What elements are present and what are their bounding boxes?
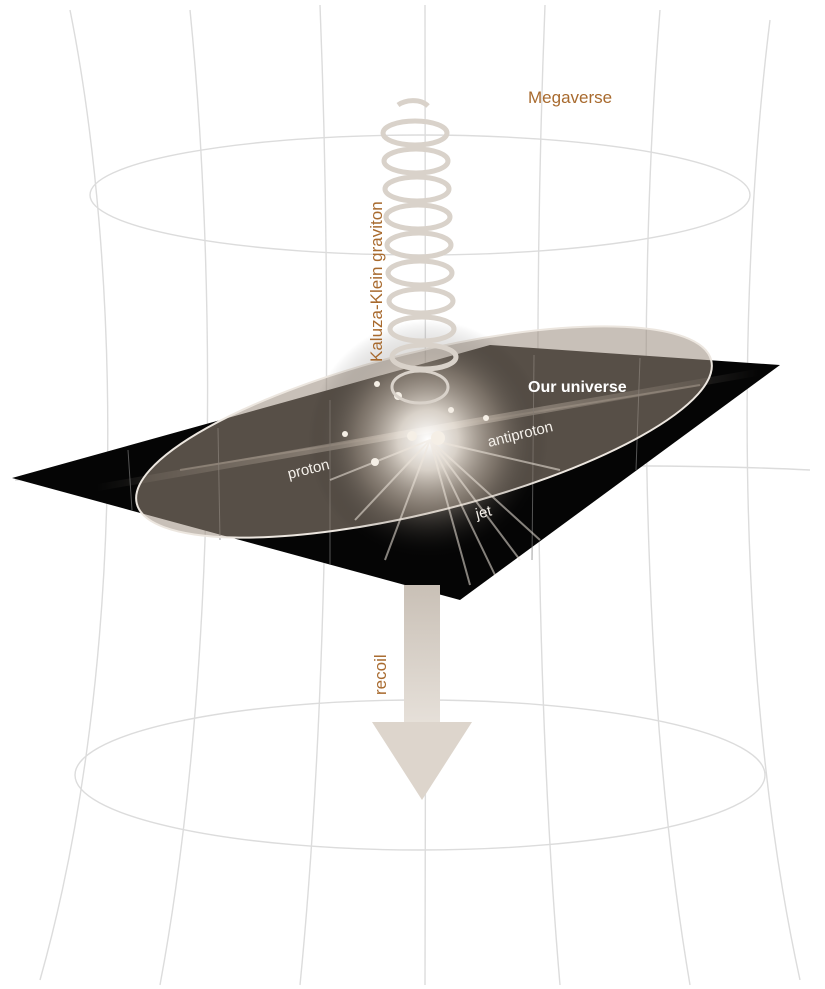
our-universe-label: Our universe: [528, 379, 627, 396]
jet-label: jet: [473, 502, 494, 523]
recoil-arrow: [372, 585, 472, 800]
jet-rays: [329, 439, 561, 586]
graviton-label: Kaluza-Klein graviton: [367, 201, 386, 362]
particle-dots: [342, 381, 489, 466]
graviton-helix: [380, 98, 459, 405]
megaverse-label: Megaverse: [528, 88, 612, 107]
recoil-label: recoil: [371, 654, 390, 695]
